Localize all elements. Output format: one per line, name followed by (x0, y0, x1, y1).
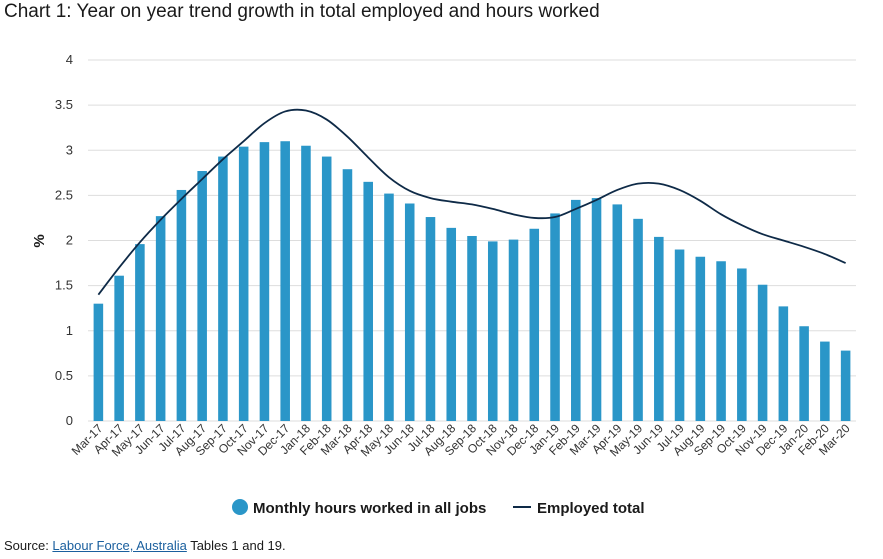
legend: Monthly hours worked in all jobs Employe… (232, 499, 645, 517)
source-prefix: Source: (4, 538, 53, 553)
y-tick-label: 2 (66, 233, 73, 248)
y-tick-label: 2.5 (55, 187, 73, 202)
bar (363, 181, 373, 421)
bar (716, 261, 726, 421)
legend-label-line: Employed total (537, 500, 645, 517)
y-tick-label: 0 (66, 413, 73, 428)
legend-label-bar: Monthly hours worked in all jobs (253, 500, 486, 517)
bar (550, 213, 560, 421)
source-note: Source: Labour Force, Australia Tables 1… (4, 538, 286, 553)
bar (446, 227, 457, 421)
y-tick-label: 4 (66, 52, 73, 67)
bar (384, 193, 394, 421)
chart: 0 0.5 1 1.5 2 2.5 3 3.5 4 % Mar-17Apr-17May-17Ju… (31, 52, 856, 517)
bar (529, 228, 540, 421)
bar (467, 235, 477, 421)
bar (301, 145, 311, 422)
bar (612, 204, 623, 421)
bar (342, 169, 353, 421)
source-link[interactable]: Labour Force, Australia (52, 538, 187, 553)
bar (799, 326, 809, 421)
legend-swatch-bar (232, 499, 248, 515)
bar-series (93, 141, 851, 422)
bar (778, 306, 789, 421)
y-tick-label: 3.5 (55, 97, 73, 112)
source-suffix: Tables 1 and 19. (186, 538, 286, 553)
bar (155, 216, 166, 421)
line-series (97, 108, 846, 296)
bar (135, 244, 145, 421)
bar (737, 268, 747, 421)
y-tick-label: 3 (66, 142, 73, 157)
bar (591, 198, 602, 421)
bar (259, 142, 270, 421)
bar (218, 156, 228, 421)
bar (176, 189, 187, 421)
bar (633, 218, 643, 421)
bar (114, 275, 124, 421)
bar (820, 341, 830, 421)
chart-title: Chart 1: Year on year trend growth in to… (4, 1, 600, 22)
bar (695, 256, 706, 421)
bar (197, 171, 207, 421)
bar (674, 249, 685, 421)
bar (840, 350, 851, 421)
bar (93, 303, 104, 421)
y-axis: 0 0.5 1 1.5 2 2.5 3 3.5 4 (55, 52, 73, 428)
bar (425, 217, 436, 421)
bar (571, 199, 581, 421)
y-tick-label: 1.5 (55, 278, 73, 293)
bar (404, 203, 415, 421)
y-axis-label: % (31, 234, 48, 247)
x-axis: Mar-17Apr-17May-17Jun-17Jul-17Aug-17Sep-… (69, 421, 853, 459)
y-tick-label: 0.5 (55, 368, 73, 383)
y-tick-label: 1 (66, 323, 73, 338)
bar (280, 141, 290, 421)
bar (508, 239, 519, 421)
bar (654, 236, 664, 421)
line-employed-total (97, 108, 846, 296)
bar (487, 241, 498, 421)
bar (238, 146, 249, 421)
bar (757, 284, 768, 421)
bar (321, 156, 332, 421)
